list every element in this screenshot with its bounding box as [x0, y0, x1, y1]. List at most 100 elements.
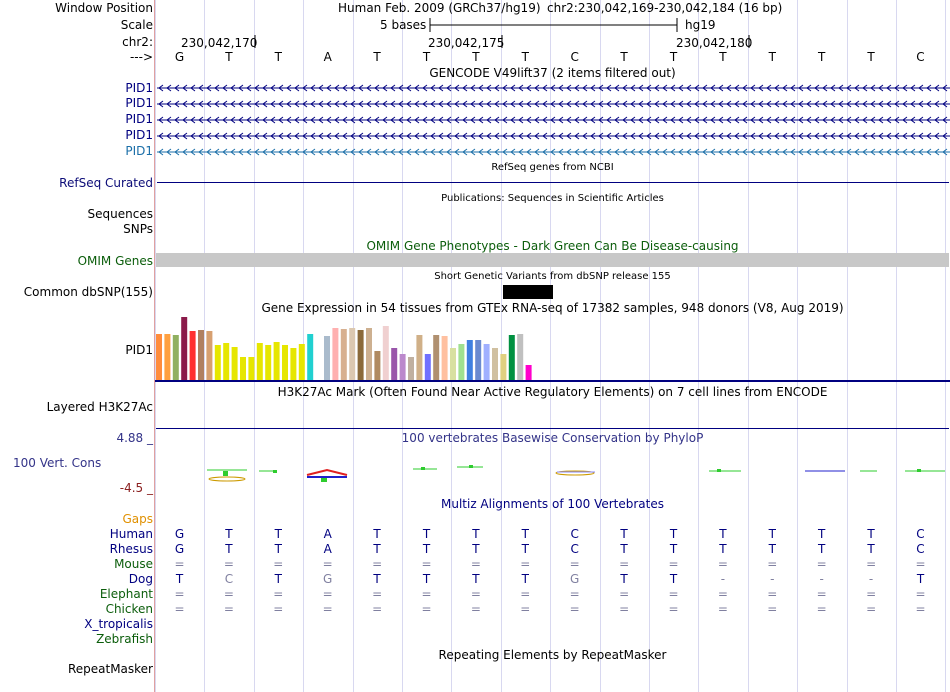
gtex-tissue-bar — [492, 348, 498, 380]
alignment-base: = — [273, 587, 284, 601]
alignment-base: A — [323, 542, 332, 556]
conservation-title[interactable]: 100 vertebrates Basewise Conservation by… — [401, 431, 704, 445]
alignment-base: T — [373, 542, 381, 556]
gencode-item-label[interactable]: PID1 — [125, 96, 153, 110]
gtex-tissue-bar — [223, 343, 230, 380]
alignment-base: T — [422, 542, 431, 556]
alignment-base: = — [866, 557, 877, 571]
alignment-base: = — [668, 557, 679, 571]
gencode-item-label[interactable]: PID1 — [125, 144, 153, 158]
alignment-base: = — [520, 587, 531, 601]
alignment-base: = — [223, 587, 234, 601]
alignment-base: T — [521, 527, 529, 541]
gtex-tissue-bar — [450, 348, 456, 380]
alignment-base: = — [421, 587, 432, 601]
gtex-gene-line[interactable] — [155, 380, 950, 382]
alignment-base: - — [720, 572, 726, 586]
gtex-tissue-bar — [458, 344, 465, 380]
alignment-base: = — [174, 557, 185, 571]
refseq-gene-line[interactable] — [157, 182, 949, 183]
alignment-base: = — [372, 602, 383, 616]
dbsnp-variant[interactable] — [503, 285, 553, 299]
alignment-base: T — [669, 542, 678, 556]
gtex-tissue-bar — [433, 335, 440, 380]
gtex-bar-chart[interactable] — [155, 316, 555, 380]
alignment-base: = — [372, 587, 383, 601]
repeatmasker-label[interactable]: RepeatMasker — [67, 662, 153, 676]
gencode-transcripts[interactable] — [155, 80, 950, 160]
omim-gene-bar[interactable] — [156, 253, 949, 267]
alignment-base: T — [719, 527, 727, 541]
omim-label[interactable]: OMIM Genes — [77, 254, 153, 268]
publications-sequences-label[interactable]: Sequences — [87, 207, 153, 221]
alignment-base: = — [372, 557, 383, 571]
refseq-label[interactable]: RefSeq Curated — [59, 176, 153, 190]
alignment-base: = — [174, 602, 185, 616]
gencode-item-label[interactable]: PID1 — [125, 112, 153, 126]
omim-title[interactable]: OMIM Gene Phenotypes - Dark Green Can Be… — [366, 239, 739, 253]
assembly-label: Human Feb. 2009 (GRCh37/hg19) — [338, 1, 541, 15]
h3k27ac-title[interactable]: H3K27Ac Mark (Often Found Near Active Re… — [277, 385, 828, 399]
gencode-title[interactable]: GENCODE V49lift37 (2 items filtered out) — [429, 66, 676, 80]
species-label[interactable]: Rhesus — [109, 542, 153, 556]
alignment-base: T — [916, 572, 925, 586]
alignment-base: = — [619, 602, 630, 616]
gtex-tissue-bar — [483, 344, 490, 380]
h3k27ac-label[interactable]: Layered H3K27Ac — [46, 400, 153, 414]
publications-title[interactable]: Publications: Sequences in Scientific Ar… — [441, 193, 664, 204]
species-label[interactable]: Zebrafish — [96, 632, 153, 646]
alignment-base: - — [868, 572, 874, 586]
publications-snps-label[interactable]: SNPs — [123, 222, 153, 236]
refseq-title[interactable]: RefSeq genes from NCBI — [491, 162, 614, 173]
gtex-tissue-bar — [340, 329, 347, 380]
species-label[interactable]: Chicken — [105, 602, 153, 616]
species-label[interactable]: Dog — [128, 572, 153, 586]
species-label[interactable]: X_tropicalis — [84, 617, 153, 631]
alignment-base: = — [866, 602, 877, 616]
gtex-tissue-bar — [374, 351, 381, 380]
multiz-title[interactable]: Multiz Alignments of 100 Vertebrates — [440, 497, 665, 511]
alignment-base: T — [768, 527, 776, 541]
dbsnp-label[interactable]: Common dbSNP(155) — [23, 285, 153, 299]
gtex-tissue-bar — [441, 336, 448, 380]
gtex-tissue-bar — [517, 334, 524, 380]
gtex-tissue-bar — [424, 354, 431, 380]
species-label[interactable]: Elephant — [99, 587, 153, 601]
coord-tick-1: 230,042,170 — [181, 36, 258, 50]
h3k27ac-baseline — [156, 428, 949, 429]
dbsnp-title[interactable]: Short Genetic Variants from dbSNP releas… — [434, 271, 671, 282]
window-position-label: Window Position — [55, 1, 153, 15]
gtex-tissue-bar — [366, 328, 372, 380]
alignment-base: = — [569, 587, 580, 601]
alignment-base: T — [719, 542, 727, 556]
gtex-tissue-bar — [324, 336, 330, 380]
gaps-label[interactable]: Gaps — [122, 512, 153, 526]
alignment-base: T — [225, 542, 233, 556]
alignment-base: = — [668, 587, 679, 601]
sequence-base: T — [225, 50, 233, 64]
sequence-base: T — [768, 50, 776, 64]
gtex-tissue-bar — [466, 340, 473, 380]
alignment-base: = — [322, 587, 333, 601]
species-label[interactable]: Mouse — [114, 557, 153, 571]
gtex-title[interactable]: Gene Expression in 54 tissues from GTEx … — [261, 301, 844, 315]
gencode-item-label[interactable]: PID1 — [125, 81, 153, 95]
strand-chevrons — [158, 132, 948, 140]
scale-text: 5 bases — [380, 18, 427, 32]
conservation-plot[interactable] — [155, 445, 950, 495]
alignment-base: = — [470, 602, 481, 616]
alignment-base: T — [669, 572, 678, 586]
alignment-base: = — [470, 557, 481, 571]
conservation-label[interactable]: 100 Vert. Cons — [13, 456, 102, 470]
alignment-base: = — [520, 602, 531, 616]
alignment-base: = — [322, 602, 333, 616]
gencode-item-label[interactable]: PID1 — [125, 128, 153, 142]
gtex-label[interactable]: PID1 — [125, 343, 153, 357]
alignment-base: T — [669, 527, 678, 541]
repeatmasker-title[interactable]: Repeating Elements by RepeatMasker — [438, 648, 667, 662]
species-label[interactable]: Human — [109, 527, 153, 541]
alignment-base: = — [223, 602, 234, 616]
alignment-base: G — [174, 542, 185, 556]
